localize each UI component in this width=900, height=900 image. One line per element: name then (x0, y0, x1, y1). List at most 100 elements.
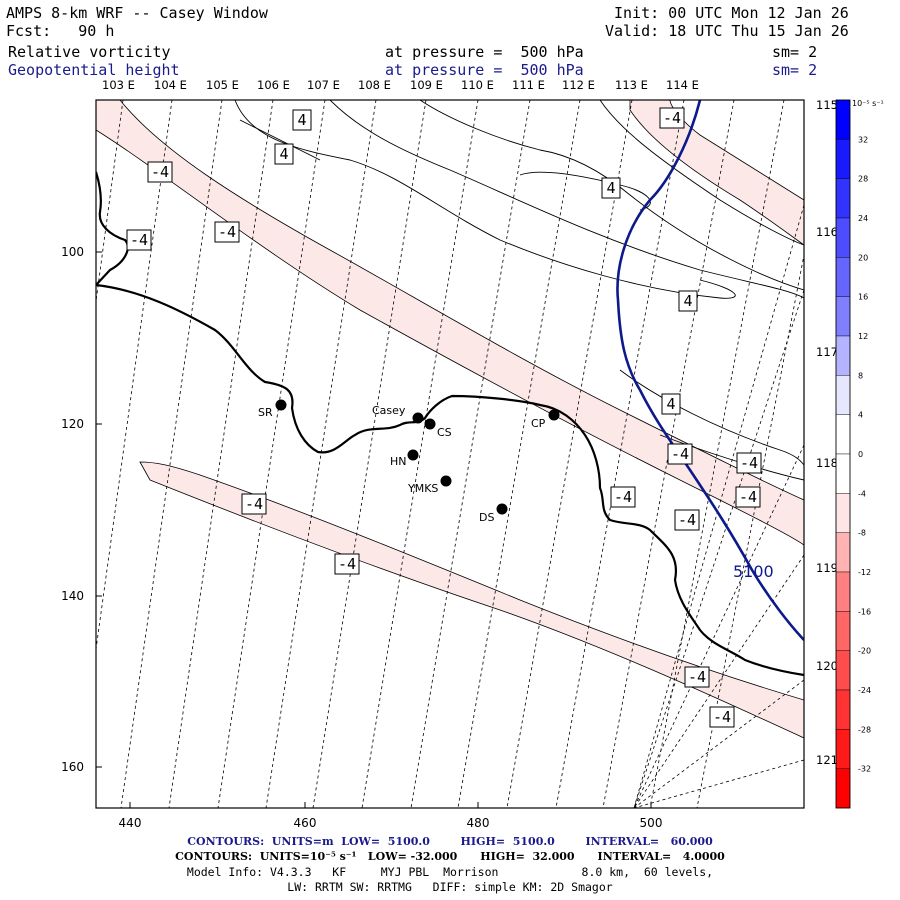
model-physics: LW: RRTM SW: RRTMG DIFF: simple KM: 2D S… (287, 880, 613, 894)
longitude-label: 114 E (666, 78, 699, 92)
label-box (736, 452, 762, 474)
contour-line (234, 100, 736, 299)
label-box (214, 221, 240, 243)
colorbar-segment (835, 650, 851, 691)
label-box (659, 107, 685, 129)
label-box (241, 493, 267, 515)
colorbar-segment (835, 335, 851, 376)
contour-value-box: 4 (292, 109, 312, 131)
init-time: Init: 00 UTC Mon 12 Jan 26 (614, 4, 849, 22)
contour-value: 4 (297, 111, 306, 129)
contour-value-box: -4 (659, 107, 685, 129)
station-label: DS (479, 511, 494, 524)
field1-name: Relative vorticity (8, 43, 171, 61)
x-tick-label: 460 (294, 816, 317, 830)
longitude-label: 112 E (562, 78, 595, 92)
contour-line (619, 369, 804, 466)
contour-value: -4 (130, 231, 148, 249)
colorbar-segment (835, 611, 851, 651)
longitude-label: 103 E (102, 78, 135, 92)
label-box (709, 706, 735, 728)
valid-time: Valid: 18 UTC Thu 15 Jan 26 (605, 22, 849, 40)
stations (275, 399, 560, 515)
station-dot (407, 449, 419, 461)
contour-value: 4 (666, 395, 675, 413)
colorbar-segment (835, 257, 851, 297)
forecast-hour: Fcst: 90 h (6, 22, 115, 40)
station-label: CS (437, 426, 452, 439)
colorbar-segment (835, 414, 851, 455)
colorbar-tick-label: -4 (858, 489, 866, 498)
contour-value-box: -4 (667, 443, 693, 465)
longitude-label: 113 E (615, 78, 648, 92)
field2-level: at pressure = 500 hPa (385, 61, 584, 79)
vorticity-negative-labels: -4 -4 -4 -4 -4 -4 -4 -4 -4 -4 -4 -4 -4 (126, 107, 762, 728)
label-box (684, 666, 710, 688)
x-tick-label: 440 (119, 816, 142, 830)
vorticity-contour-info: CONTOURS: UNITS=10⁻⁵ s⁻¹ LOW= -32.000 HI… (175, 850, 725, 863)
contour-value-box: -4 (147, 161, 173, 183)
colorbar-tick-label: 24 (858, 214, 868, 223)
colorbar-tick-label: 32 (858, 135, 868, 144)
contour-value-box: 4 (601, 177, 621, 199)
colorbar-segment (835, 217, 851, 258)
contour-value: -4 (678, 511, 696, 529)
colorbar-segment (835, 453, 851, 494)
x-tick-label: 500 (640, 816, 663, 830)
contour-value-box: -4 (334, 553, 360, 575)
station-dot (440, 475, 452, 487)
colorbar-segment (835, 532, 851, 573)
contour-value-box: 4 (274, 143, 294, 165)
coastline (96, 171, 804, 677)
colorbar-tick-label: 28 (858, 175, 868, 184)
contour-value-box: -4 (610, 486, 636, 508)
colorbar-tick-label: 8 (858, 371, 863, 380)
longitude-line (120, 100, 223, 808)
grid-axes: 440 460 480 500 100 120 140 160 (61, 245, 662, 830)
label-box (610, 486, 636, 508)
colorbar-tick-label: 16 (858, 293, 868, 302)
contour-value-box: -4 (214, 221, 240, 243)
contour-value-box: 4 (661, 393, 681, 415)
station-label: SR (258, 406, 273, 419)
colorbar-tick-label: 4 (858, 411, 863, 420)
height-contour-5100 (616, 100, 804, 641)
height-contour-label: 5100 (733, 562, 774, 581)
longitude-line (633, 444, 804, 808)
contour-value: -4 (614, 488, 632, 506)
contour-value-box: -4 (709, 706, 735, 728)
contour-value: -4 (671, 445, 689, 463)
station-dot (275, 399, 287, 411)
longitude-line (633, 204, 804, 808)
longitude-label: 106 E (257, 78, 290, 92)
contour-value-box: -4 (735, 486, 761, 508)
label-box (292, 109, 312, 131)
top-longitude-labels: 103 E 104 E 105 E 106 E 107 E 108 E 109 E 110 E… (102, 78, 699, 92)
y-tick-label: 160 (61, 760, 84, 774)
contour-value-box: 4 (678, 290, 698, 312)
contour-value: -4 (663, 109, 681, 127)
contour-value: -4 (713, 708, 731, 726)
longitude-line (633, 289, 804, 808)
contour-value-box: -4 (736, 452, 762, 474)
y-tick-label: 120 (61, 417, 84, 431)
colorbar-tick-label: -32 (858, 765, 871, 774)
contour-value-box: -4 (684, 666, 710, 688)
colorbar-segment (835, 571, 851, 612)
contour-line (239, 119, 321, 161)
station-label: CP (531, 417, 546, 430)
longitude-line (696, 252, 804, 808)
colorbar-segment (835, 296, 851, 337)
label-box (147, 161, 173, 183)
colorbar-segment (835, 493, 851, 533)
colorbar-segment (835, 729, 851, 769)
colorbar-tick-label: -24 (858, 686, 871, 695)
colorbar-tick-label: -16 (858, 607, 871, 616)
map-frame (95, 99, 805, 809)
contour-value-box: -4 (674, 509, 700, 531)
vorticity-band (139, 461, 804, 739)
map-title: AMPS 8-km WRF -- Casey Window (6, 4, 268, 22)
colorbar-tick-label: -28 (858, 725, 871, 734)
field2-name: Geopotential height (8, 61, 180, 79)
